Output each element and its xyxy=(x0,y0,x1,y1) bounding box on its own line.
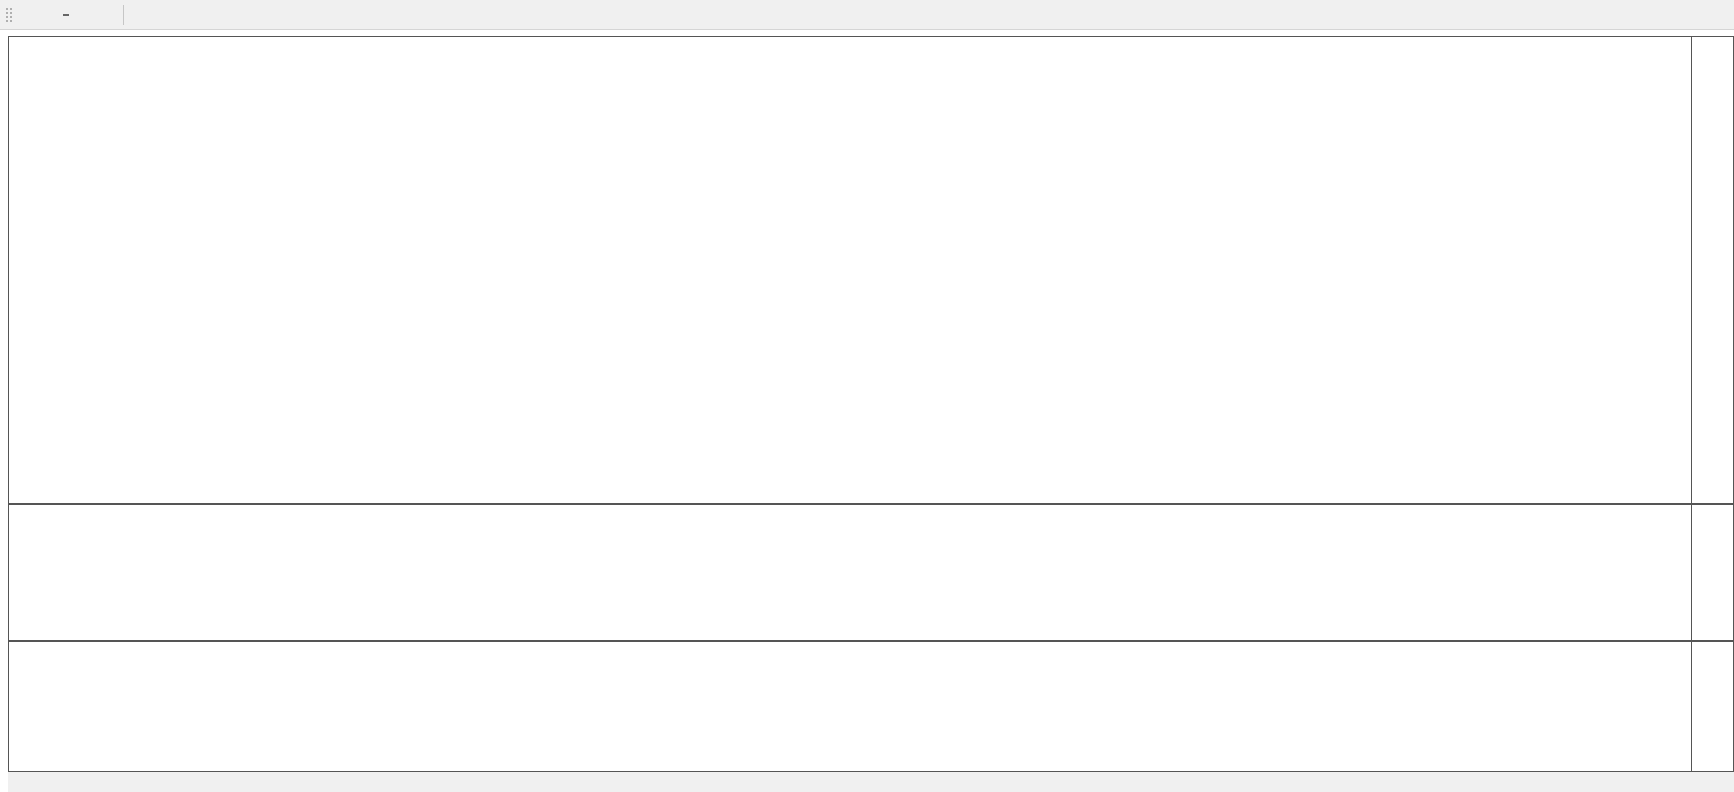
time-axis[interactable] xyxy=(8,772,1734,792)
price-axis[interactable] xyxy=(1692,36,1734,504)
price-chart-panel[interactable] xyxy=(8,36,1692,504)
macd-canvas[interactable] xyxy=(9,505,1691,640)
toolbar-separator xyxy=(123,4,124,25)
grip-dots-icon xyxy=(6,7,12,22)
rsi-axis[interactable] xyxy=(1692,641,1734,772)
drawing-tools-dropdown[interactable] xyxy=(84,3,116,27)
boxed-t-icon xyxy=(63,13,69,16)
macd-indicator-panel[interactable] xyxy=(8,504,1692,641)
toolbar xyxy=(0,0,1734,30)
rsi-canvas[interactable] xyxy=(9,642,1691,771)
text-tool-button[interactable] xyxy=(16,3,48,27)
text-label-tool-button[interactable] xyxy=(50,3,82,27)
toolbar-grip[interactable] xyxy=(4,5,14,25)
price-chart-canvas[interactable] xyxy=(9,37,1691,503)
rsi-indicator-panel[interactable] xyxy=(8,641,1692,772)
macd-axis[interactable] xyxy=(1692,504,1734,641)
